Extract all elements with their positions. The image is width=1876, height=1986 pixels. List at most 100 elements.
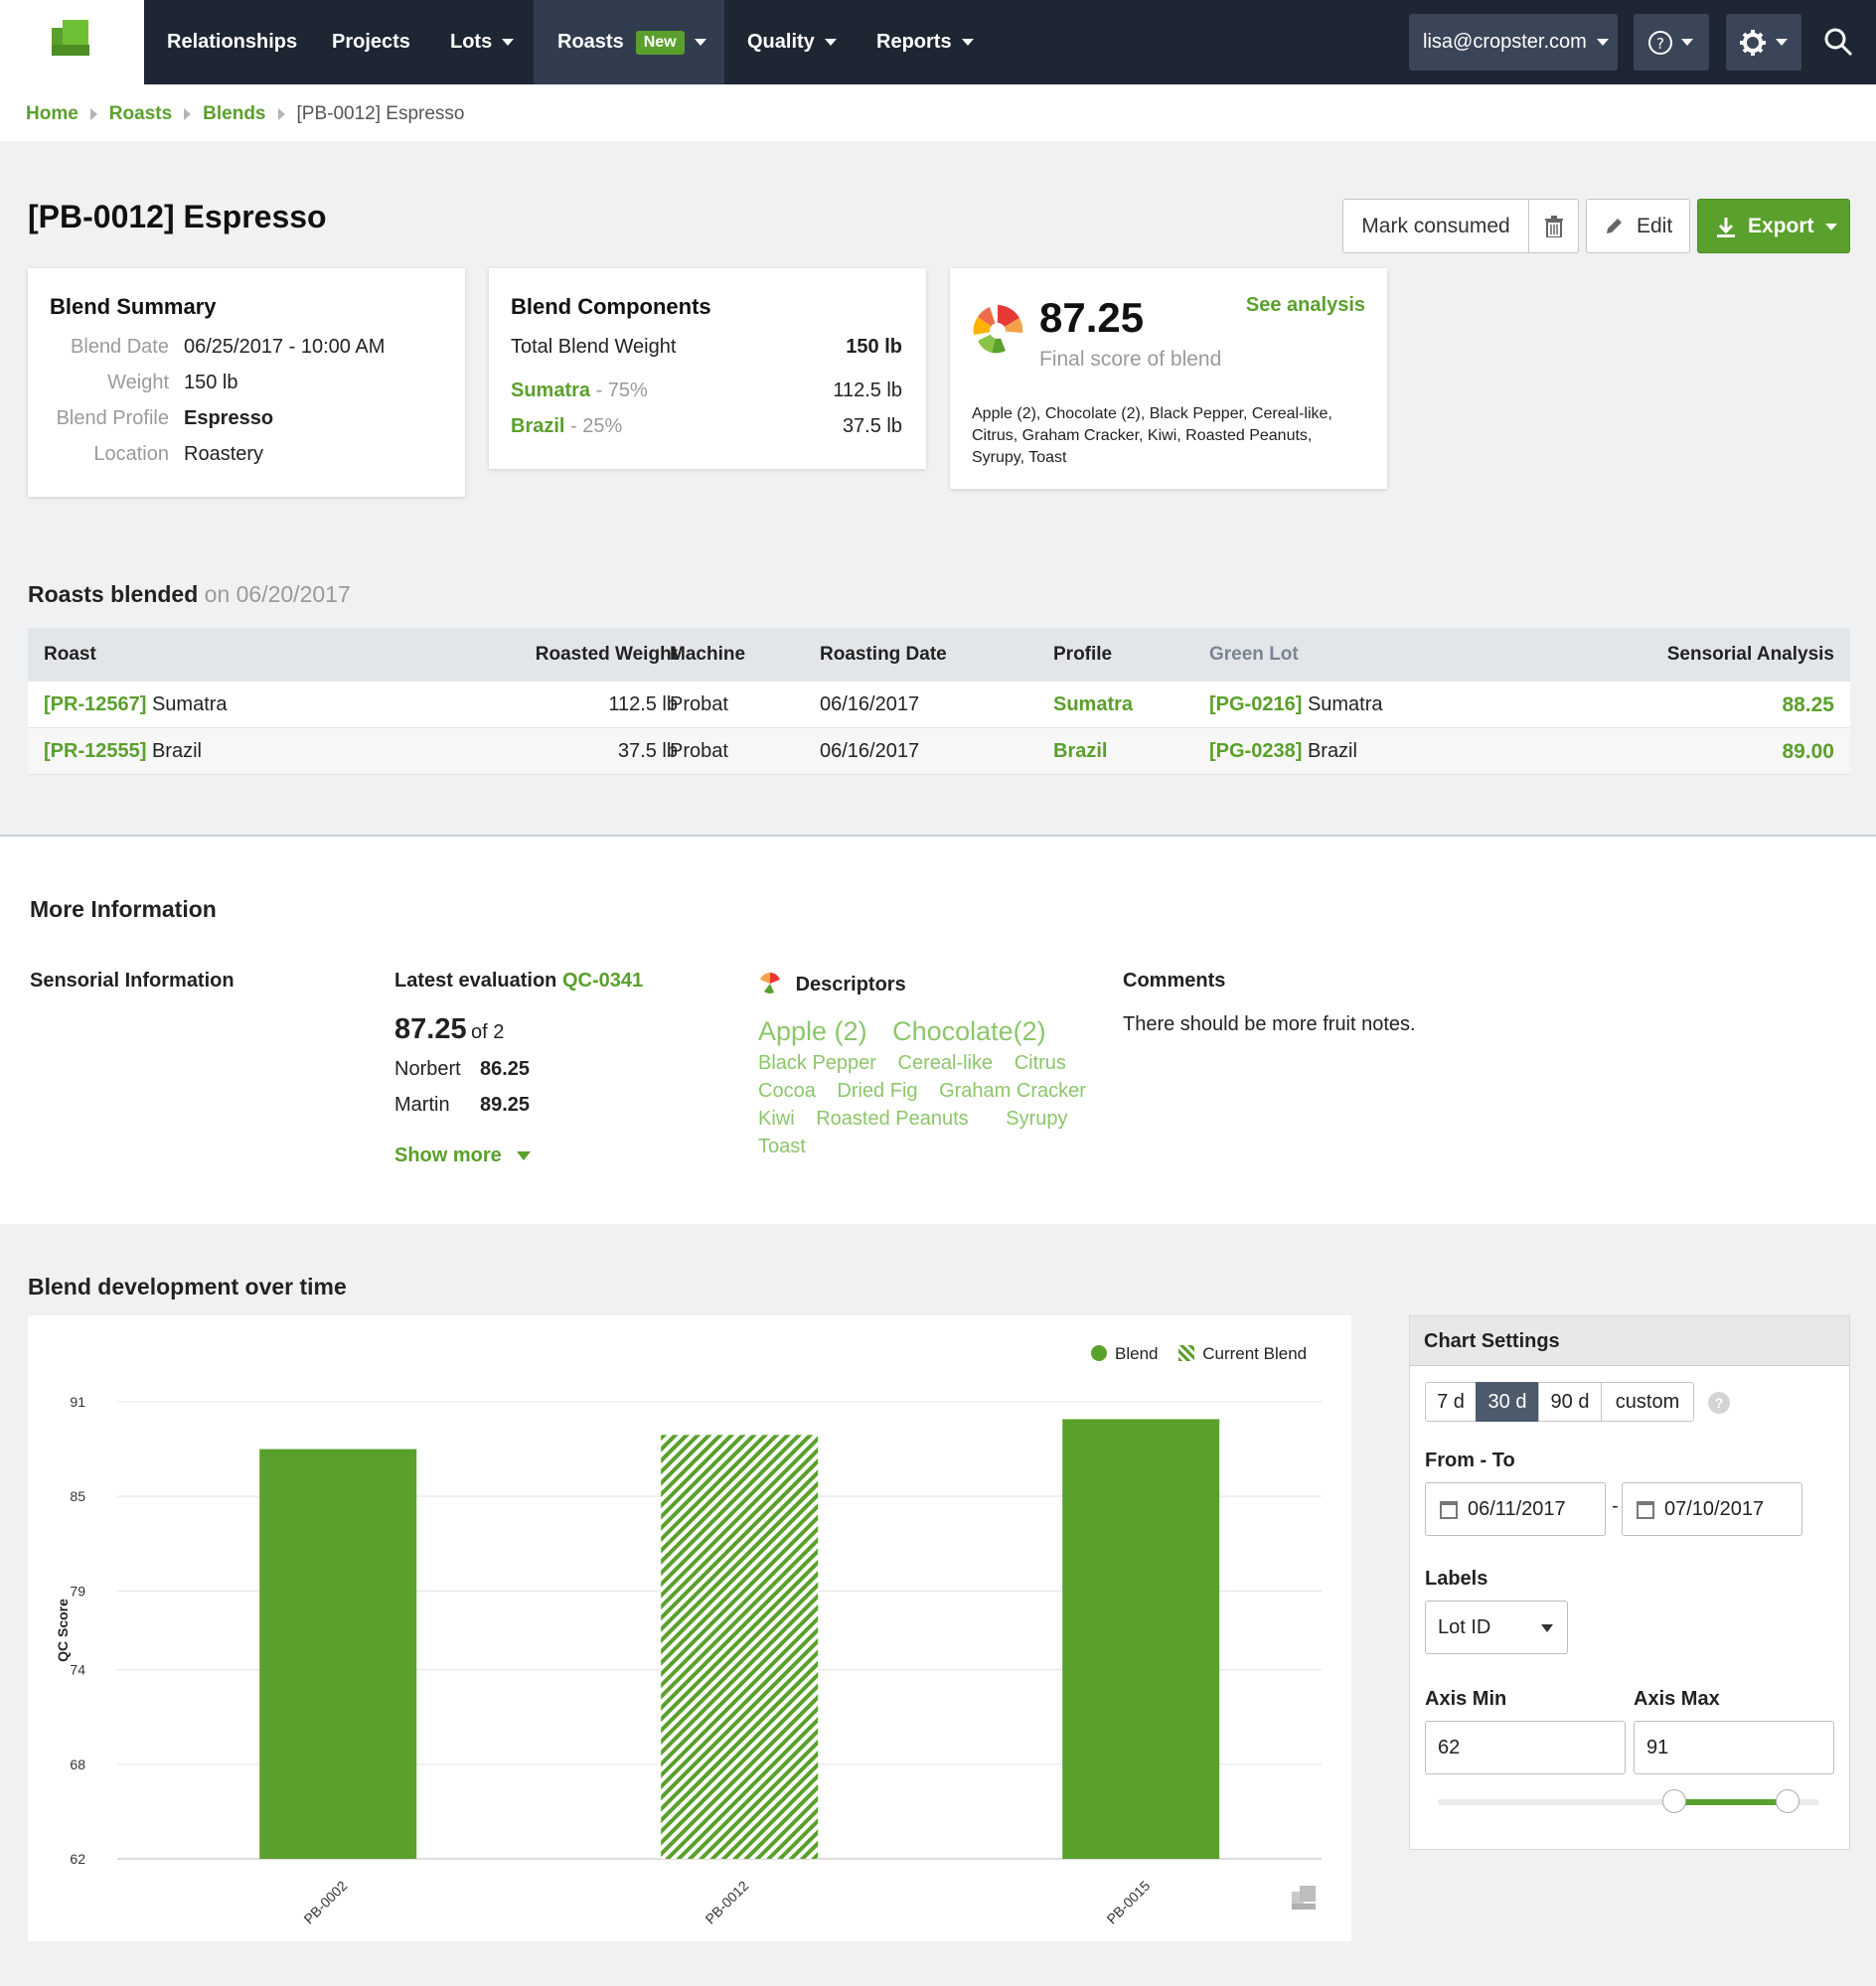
bar-blend[interactable] bbox=[259, 1449, 417, 1859]
chart-settings-panel: Chart Settings 7 d 30 d 90 d custom ? Fr… bbox=[1409, 1315, 1850, 1850]
export-button[interactable]: Export bbox=[1697, 199, 1850, 253]
breadcrumb-roasts[interactable]: Roasts bbox=[108, 103, 173, 124]
col-green-lot[interactable]: Green Lot bbox=[1209, 644, 1299, 665]
blend-profile-link[interactable]: Espresso bbox=[184, 407, 274, 429]
descriptor-tag: Kiwi bbox=[758, 1108, 795, 1130]
from-date-input[interactable]: 06/11/2017 bbox=[1425, 1482, 1606, 1536]
latest-evaluation-label: Latest evaluation bbox=[394, 970, 557, 992]
col-sensorial-analysis[interactable]: Sensorial Analysis bbox=[1666, 644, 1834, 665]
edit-label: Edit bbox=[1637, 215, 1673, 237]
breadcrumb-separator-icon bbox=[277, 108, 285, 120]
nav-quality[interactable]: Quality bbox=[747, 0, 837, 84]
chart-legend: Blend Current Blend bbox=[1091, 1344, 1307, 1364]
delete-button[interactable] bbox=[1529, 199, 1579, 253]
breadcrumb-separator-icon bbox=[89, 108, 97, 120]
chart-panel: 62 68 74 79 85 91 QC Score PB-0002 PB-0012 PB-001… bbox=[28, 1315, 1351, 1941]
show-more-button[interactable]: Show more bbox=[394, 1145, 532, 1167]
legend-current-blend-label[interactable]: Current Blend bbox=[1202, 1344, 1308, 1363]
nav-reports[interactable]: Reports bbox=[876, 0, 974, 84]
descriptor-line: Cocoa Dried Fig Graham Cracker bbox=[758, 1077, 1096, 1105]
descriptor-tag: Apple (2) bbox=[758, 1016, 867, 1046]
slider-max-handle[interactable] bbox=[1776, 1789, 1799, 1813]
chevron-down-icon bbox=[961, 39, 974, 47]
see-analysis-link[interactable]: See analysis bbox=[1245, 294, 1365, 316]
col-roasted-weight[interactable]: Roasted Weight bbox=[535, 644, 678, 665]
table-row: [PR-12567] Sumatra 112.5 lb Probat 06/16… bbox=[28, 682, 1850, 728]
green-lot-name: Brazil bbox=[1307, 740, 1357, 762]
sensorial-score-link[interactable]: 88.25 bbox=[1782, 693, 1834, 716]
to-date-input[interactable]: 07/10/2017 bbox=[1622, 1482, 1802, 1536]
y-tick-label: 85 bbox=[70, 1488, 85, 1504]
range-90d-button[interactable]: 90 d bbox=[1538, 1382, 1602, 1422]
comment-text: There should be more fruit notes. bbox=[1123, 1013, 1416, 1035]
new-badge: New bbox=[635, 30, 685, 55]
settings-menu[interactable] bbox=[1726, 14, 1801, 71]
col-machine[interactable]: Machine bbox=[670, 644, 746, 665]
descriptor-tag: Cereal-like bbox=[897, 1052, 994, 1074]
x-tick-label: PB-0002 bbox=[300, 1878, 350, 1927]
nav-lots[interactable]: Lots bbox=[450, 0, 515, 84]
breadcrumb-blends[interactable]: Blends bbox=[203, 103, 266, 124]
nav-roasts[interactable]: Roasts New bbox=[534, 0, 724, 84]
help-menu[interactable]: ? bbox=[1634, 14, 1709, 71]
table-header bbox=[28, 628, 1850, 682]
breadcrumb: Home Roasts Blends [PB-0012] Espresso bbox=[26, 103, 465, 125]
evaluation-score-count: of 2 bbox=[471, 1021, 505, 1043]
weight-label: Weight bbox=[107, 372, 169, 393]
descriptor-line: Apple (2) Chocolate(2) bbox=[758, 1013, 1096, 1049]
green-lot-cell: [PG-0216] Sumatra bbox=[1209, 682, 1383, 728]
help-icon: ? bbox=[1648, 31, 1672, 55]
pencil-icon bbox=[1607, 219, 1622, 233]
chevron-down-icon bbox=[1596, 39, 1609, 47]
help-icon[interactable]: ? bbox=[1708, 1392, 1730, 1414]
roasting-date: 06/16/2017 bbox=[820, 693, 920, 715]
nav-relationships[interactable]: Relationships bbox=[167, 31, 298, 53]
legend-blend-label[interactable]: Blend bbox=[1115, 1344, 1159, 1363]
breadcrumb-current: [PB-0012] Espresso bbox=[296, 103, 465, 124]
axis-max-input[interactable]: 91 bbox=[1634, 1721, 1834, 1774]
to-date-value: 07/10/2017 bbox=[1664, 1498, 1765, 1520]
range-30d-button[interactable]: 30 d bbox=[1476, 1382, 1539, 1422]
profile-link[interactable]: Sumatra bbox=[1053, 693, 1134, 715]
descriptor-list: Apple (2) Chocolate(2) Black Pepper Cere… bbox=[758, 1013, 1096, 1160]
nav-projects[interactable]: Projects bbox=[332, 31, 410, 53]
axis-range-slider[interactable] bbox=[1438, 1789, 1819, 1813]
col-profile[interactable]: Profile bbox=[1053, 644, 1113, 665]
bar-blend[interactable] bbox=[1062, 1419, 1220, 1859]
labels-select[interactable]: Lot ID bbox=[1425, 1601, 1568, 1654]
location-value: Roastery bbox=[184, 443, 264, 465]
roast-link[interactable]: [PR-12567] bbox=[44, 693, 147, 715]
green-lot-link[interactable]: [PG-0238] bbox=[1209, 740, 1303, 762]
green-lot-link[interactable]: [PG-0216] bbox=[1209, 693, 1303, 715]
search-icon[interactable] bbox=[1823, 27, 1853, 57]
x-tick-label: PB-0015 bbox=[1103, 1878, 1153, 1927]
weight-value: 150 lb bbox=[184, 372, 238, 393]
bar-current-blend[interactable] bbox=[661, 1435, 819, 1859]
sensorial-information-title: Sensorial Information bbox=[30, 970, 234, 992]
user-menu[interactable]: lisa@cropster.com bbox=[1409, 14, 1618, 71]
mark-consumed-button[interactable]: Mark consumed bbox=[1342, 199, 1529, 253]
latest-evaluation-link[interactable]: QC-0341 bbox=[561, 970, 644, 992]
range-custom-button[interactable]: custom bbox=[1601, 1382, 1694, 1422]
col-roasting-date[interactable]: Roasting Date bbox=[820, 644, 947, 665]
cropster-logo[interactable] bbox=[0, 0, 144, 84]
component-link[interactable]: Brazil bbox=[511, 415, 565, 437]
edit-button[interactable]: Edit bbox=[1586, 199, 1690, 253]
col-roast[interactable]: Roast bbox=[44, 644, 96, 665]
axis-min-input[interactable]: 62 bbox=[1425, 1721, 1626, 1774]
descriptor-tag: Cocoa bbox=[758, 1080, 816, 1102]
evaluator-score: 89.25 bbox=[480, 1094, 531, 1116]
cropster-watermark-icon bbox=[1292, 1886, 1316, 1910]
profile-link[interactable]: Brazil bbox=[1053, 740, 1108, 762]
slider-min-handle[interactable] bbox=[1662, 1789, 1686, 1813]
component-link[interactable]: Sumatra bbox=[511, 380, 591, 401]
roast-cell: [PR-12555] Brazil bbox=[44, 728, 202, 775]
range-7d-button[interactable]: 7 d bbox=[1425, 1382, 1477, 1422]
x-tick-label: PB-0012 bbox=[702, 1878, 751, 1927]
more-information-title: More Information bbox=[30, 896, 217, 922]
flavor-wheel-icon bbox=[760, 973, 780, 993]
sensorial-score-link[interactable]: 89.00 bbox=[1782, 740, 1834, 763]
roasted-weight: 37.5 lb bbox=[617, 740, 678, 762]
breadcrumb-home[interactable]: Home bbox=[26, 103, 78, 124]
roast-link[interactable]: [PR-12555] bbox=[44, 740, 147, 762]
